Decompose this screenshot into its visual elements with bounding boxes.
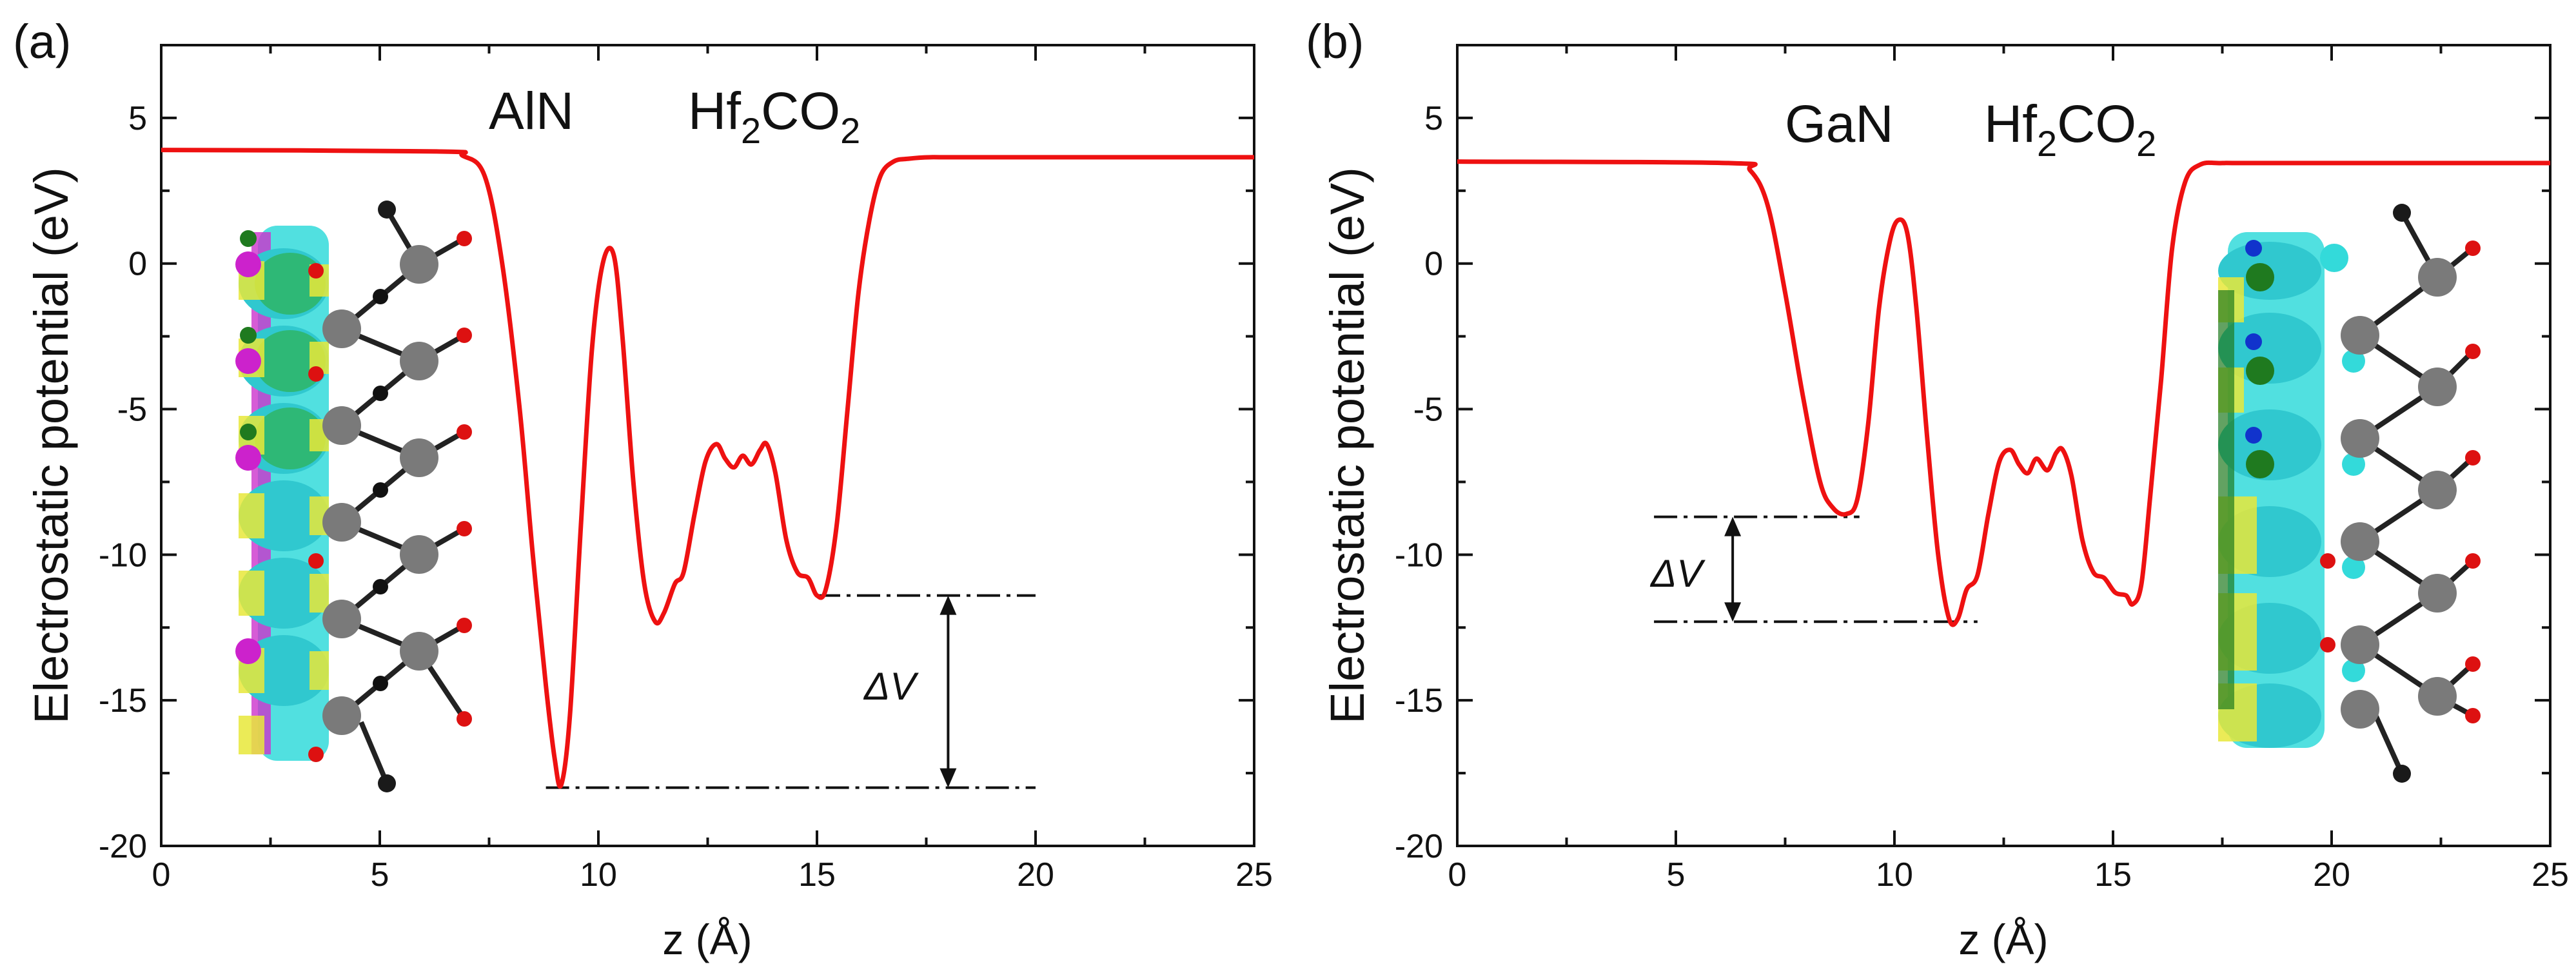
y-tick-label: -10 bbox=[1395, 536, 1443, 574]
y-tick-label: 0 bbox=[1424, 246, 1443, 283]
hf2co2-a-sub1: 2 bbox=[741, 110, 761, 151]
y-tick-label: -20 bbox=[1395, 828, 1443, 865]
reference-levels-a bbox=[546, 594, 1036, 789]
y-tick-label: -5 bbox=[1413, 391, 1443, 429]
x-tick-label: 10 bbox=[580, 856, 617, 894]
panel-label-b: (b) bbox=[1306, 15, 1364, 68]
gan-hf2co2-structure-image bbox=[2218, 204, 2481, 783]
atoms-b bbox=[2245, 204, 2481, 783]
delta-v-arrow-head-down bbox=[1724, 602, 1742, 622]
panel-b: 0 5 10 15 20 25 5 0 -5 -10 -15 -20 (b) z (Å) Electr… bbox=[1306, 15, 2569, 963]
hf2co2-a-part2: CO bbox=[761, 82, 840, 141]
x-tick-label: 20 bbox=[1017, 856, 1054, 894]
material-label-hf2co2-a: Hf2CO2 bbox=[688, 82, 860, 151]
x-axis-label-b: z (Å) bbox=[1958, 916, 2048, 963]
y-tick-label: 0 bbox=[128, 246, 147, 283]
delta-v-arrow-head-up bbox=[1724, 516, 1742, 536]
x-tick-label: 15 bbox=[2094, 856, 2132, 894]
curve-group-a bbox=[161, 148, 1254, 789]
charge-density-isosurface-b bbox=[2218, 232, 2365, 748]
delta-v-arrow-head-up bbox=[939, 595, 957, 615]
panel-label-a: (a) bbox=[13, 15, 71, 68]
panel-a: 0 5 10 15 20 25 5 0 -5 -10 -15 -20 (a) z (Å) Electr… bbox=[13, 15, 1273, 963]
hf2co2-b-sub2: 2 bbox=[2136, 123, 2156, 164]
x-tick-label: 10 bbox=[1876, 856, 1913, 894]
hf2co2-a-sub2: 2 bbox=[840, 110, 860, 151]
hf2co2-b-part2: CO bbox=[2057, 95, 2136, 153]
x-tick-label: 25 bbox=[2532, 856, 2569, 894]
material-label-aln: AlN bbox=[489, 82, 574, 141]
y-tick-label: 5 bbox=[1424, 100, 1443, 137]
charge-density-isosurface bbox=[239, 226, 329, 761]
aln-hf2co2-structure-image bbox=[235, 201, 472, 792]
y-axis-label-b: Electrostatic potential (eV) bbox=[1321, 167, 1374, 724]
potential-curve bbox=[161, 148, 1254, 789]
y-tick-label: 5 bbox=[128, 100, 147, 137]
x-tick-label: 25 bbox=[1235, 856, 1273, 894]
atoms bbox=[235, 201, 472, 792]
x-axis-label-a: z (Å) bbox=[662, 916, 752, 963]
y-tick-label: -10 bbox=[99, 536, 147, 574]
material-label-gan: GaN bbox=[1785, 95, 1894, 153]
delta-v-label-b: ΔV bbox=[1649, 552, 1706, 595]
potential-curve bbox=[1457, 159, 2550, 627]
reference-levels-b bbox=[1654, 515, 1978, 623]
x-tick-label: 5 bbox=[1667, 856, 1686, 894]
curve-group-b bbox=[1457, 159, 2550, 627]
y-tick-label: -15 bbox=[1395, 682, 1443, 720]
x-tick-label: 20 bbox=[2313, 856, 2350, 894]
hf2co2-b-sub1: 2 bbox=[2037, 123, 2057, 164]
y-tick-label: -15 bbox=[99, 682, 147, 720]
atom-bonds bbox=[340, 208, 467, 785]
ticks-a: 0 5 10 15 20 25 5 0 -5 -10 -15 -20 bbox=[99, 44, 1273, 894]
y-axis-label-a: Electrostatic potential (eV) bbox=[25, 167, 78, 724]
ticks-b: 0 5 10 15 20 25 5 0 -5 -10 -15 -20 bbox=[1395, 44, 2569, 894]
y-tick-label: -20 bbox=[99, 828, 147, 865]
material-label-hf2co2-b: Hf2CO2 bbox=[1984, 95, 2156, 164]
hf2co2-a-part1: Hf bbox=[688, 82, 741, 141]
delta-v-arrow-head-down bbox=[939, 768, 957, 788]
x-tick-label: 0 bbox=[152, 856, 171, 894]
delta-v-label-a: ΔV bbox=[863, 665, 919, 708]
x-tick-label: 0 bbox=[1448, 856, 1467, 894]
x-tick-label: 5 bbox=[371, 856, 389, 894]
x-tick-label: 15 bbox=[798, 856, 836, 894]
y-tick-label: -5 bbox=[117, 391, 147, 429]
hf2co2-b-part1: Hf bbox=[1984, 95, 2037, 153]
